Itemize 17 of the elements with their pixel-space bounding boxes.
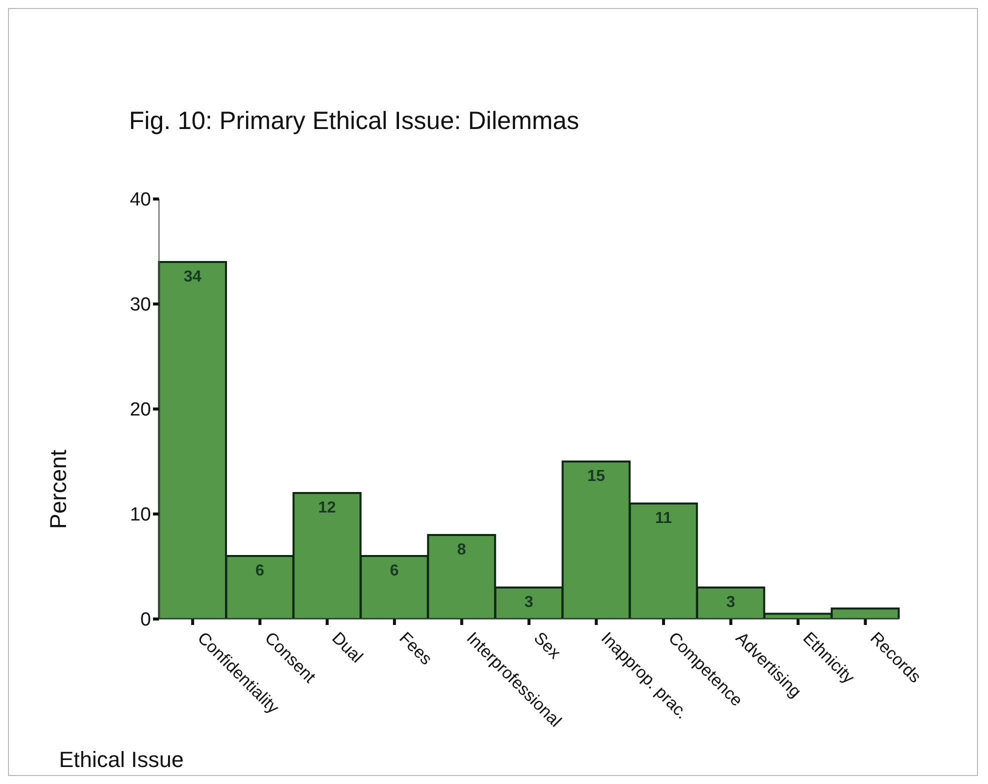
y-tick-label: 0: [140, 610, 151, 631]
y-tick-label: 20: [130, 400, 151, 421]
x-axis-title: Ethical Issue: [59, 747, 184, 773]
data-label: 8: [457, 541, 466, 558]
y-axis-title: Percent: [45, 450, 72, 529]
data-label: 12: [318, 499, 336, 516]
data-label: 15: [587, 468, 606, 485]
y-tick-label: 30: [130, 294, 151, 316]
data-label: 34: [184, 268, 202, 286]
chart-title: Fig. 10: Primary Ethical Issue: Dilemmas: [129, 107, 580, 136]
data-label: 3: [726, 594, 736, 611]
y-tick-label: 10: [130, 504, 151, 526]
data-label: 3: [524, 594, 534, 611]
data-label: 6: [255, 562, 264, 580]
data-label: 11: [654, 510, 672, 527]
y-tick-label: 40: [130, 190, 151, 211]
data-label: 6: [390, 562, 399, 580]
